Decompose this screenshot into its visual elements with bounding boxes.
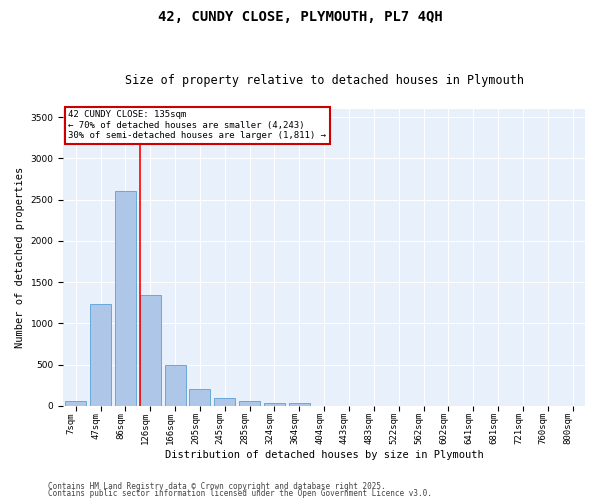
Bar xyxy=(214,398,235,406)
Title: Size of property relative to detached houses in Plymouth: Size of property relative to detached ho… xyxy=(125,74,524,87)
Bar xyxy=(239,402,260,406)
Bar xyxy=(115,192,136,406)
Bar xyxy=(90,304,111,406)
Bar xyxy=(264,402,285,406)
Bar xyxy=(164,364,185,406)
Bar xyxy=(140,296,161,406)
Bar xyxy=(190,389,211,406)
Text: Contains public sector information licensed under the Open Government Licence v3: Contains public sector information licen… xyxy=(48,488,432,498)
Text: 42, CUNDY CLOSE, PLYMOUTH, PL7 4QH: 42, CUNDY CLOSE, PLYMOUTH, PL7 4QH xyxy=(158,10,442,24)
Bar xyxy=(289,404,310,406)
X-axis label: Distribution of detached houses by size in Plymouth: Distribution of detached houses by size … xyxy=(165,450,484,460)
Text: Contains HM Land Registry data © Crown copyright and database right 2025.: Contains HM Land Registry data © Crown c… xyxy=(48,482,386,491)
Bar xyxy=(65,402,86,406)
Y-axis label: Number of detached properties: Number of detached properties xyxy=(15,167,25,348)
Text: 42 CUNDY CLOSE: 135sqm
← 70% of detached houses are smaller (4,243)
30% of semi-: 42 CUNDY CLOSE: 135sqm ← 70% of detached… xyxy=(68,110,326,140)
